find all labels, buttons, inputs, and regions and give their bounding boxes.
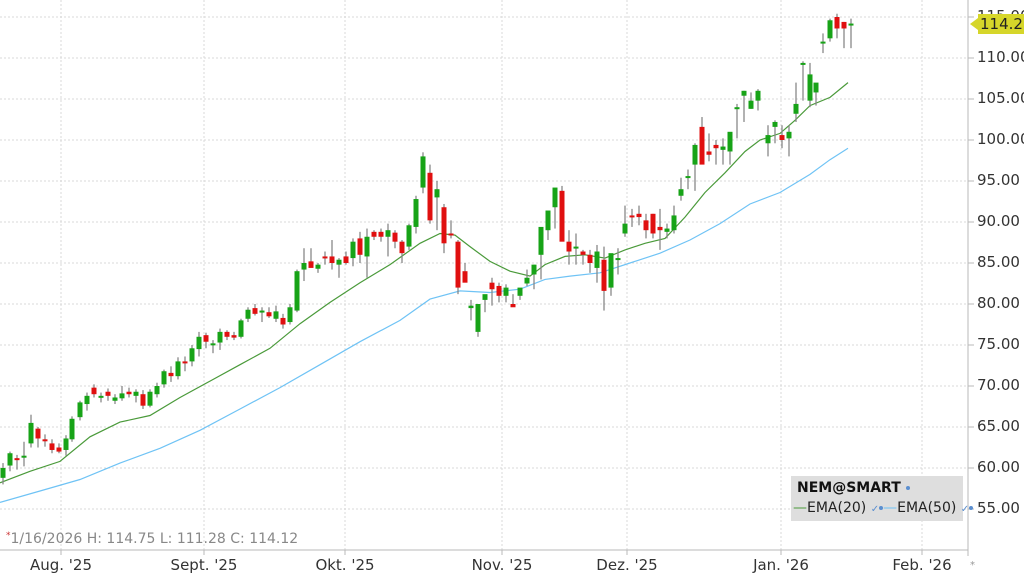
grid-lines	[0, 0, 974, 555]
y-tick-label: 55.00	[977, 499, 1020, 517]
ema20-swatch-icon: —	[793, 500, 807, 516]
x-tick-label: Okt. '25	[315, 556, 375, 574]
legend-ema20[interactable]: EMA(20)	[807, 500, 867, 516]
x-tick-label: Nov. '25	[471, 556, 533, 574]
y-tick-label: 85.00	[977, 253, 1020, 271]
ema20-settings-icon[interactable]	[879, 506, 884, 510]
legend-symbol-label: NEM@SMART	[797, 480, 901, 496]
y-tick-label: 70.00	[977, 376, 1020, 394]
y-tick-label: 105.00	[977, 89, 1024, 107]
y-tick-label: 110.00	[977, 48, 1024, 66]
y-tick-label: 60.00	[977, 458, 1020, 476]
candlestick-series	[0, 13, 854, 485]
ema20-line	[0, 82, 849, 484]
legend-symbol[interactable]: NEM@SMART	[797, 480, 910, 496]
ema50-edit-icon[interactable]: ✓	[960, 504, 970, 515]
x-tick-label: Sept. '25	[170, 556, 238, 574]
x-tick-label: Aug. '25	[29, 556, 93, 574]
y-tick-label: 65.00	[977, 417, 1020, 435]
ohlc-info: *1/16/2026 H: 114.75 L: 111.28 C: 114.12	[6, 531, 298, 547]
x-tick-label: Feb. '26	[892, 556, 952, 574]
ema50-settings-icon[interactable]	[969, 506, 974, 510]
ema50-swatch-icon: —	[883, 500, 898, 516]
legend[interactable]: NEM@SMART —EMA(20) ✓ —EMA(50) ✓	[791, 476, 974, 521]
symbol-settings-icon[interactable]	[905, 486, 910, 490]
y-tick-label: 80.00	[977, 294, 1020, 312]
ohlc-text: 1/16/2026 H: 114.75 L: 111.28 C: 114.12	[10, 531, 299, 547]
ema20-edit-icon[interactable]: ✓	[870, 504, 880, 515]
y-tick-label: 95.00	[977, 171, 1020, 189]
info-marker-icon: *	[6, 531, 11, 541]
x-tick-label: Jan. '26	[753, 556, 809, 574]
axis-corner-marker: *	[970, 560, 975, 571]
y-tick-label: 100.00	[977, 130, 1024, 148]
last-price-tag: 114.26	[970, 14, 1024, 34]
y-tick-label: 75.00	[977, 335, 1020, 353]
y-tick-label: 90.00	[977, 212, 1020, 230]
legend-row: —EMA(20) ✓ —EMA(50) ✓	[793, 500, 974, 516]
ema50-line	[0, 147, 849, 503]
legend-ema50[interactable]: EMA(50)	[897, 500, 957, 516]
x-tick-label: Dez. '25	[596, 556, 658, 574]
